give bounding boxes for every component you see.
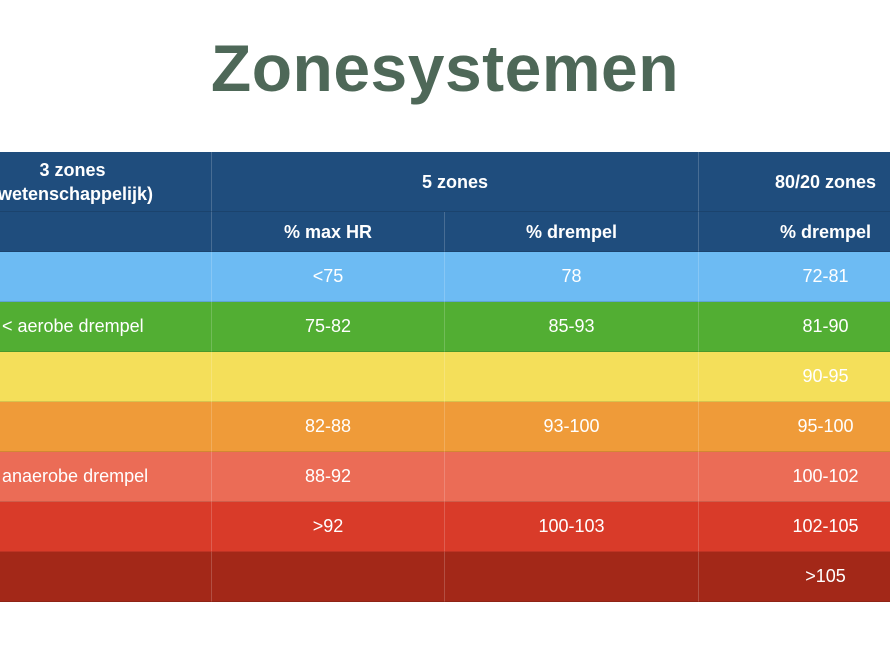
- table-cell: [445, 552, 699, 602]
- table-cell: [0, 502, 212, 552]
- subheader: % drempel: [445, 212, 699, 252]
- table-cell: 100-103: [445, 502, 699, 552]
- table-cell: 90-95: [699, 352, 890, 402]
- header-line: 80/20 zones: [774, 171, 877, 192]
- subheader: [0, 212, 212, 252]
- table-cell: >92: [212, 502, 445, 552]
- header-line: 5 zones: [421, 171, 489, 192]
- group-header: 3 zones (wetenschappelijk): [0, 152, 212, 212]
- header-line: 3 zones: [39, 159, 106, 180]
- table-cell: < aerobe drempel: [0, 302, 212, 352]
- table-cell: 102-105: [699, 502, 890, 552]
- table-cell: anaerobe drempel: [0, 452, 212, 502]
- table-cell: [212, 352, 445, 402]
- table-cell: [0, 402, 212, 452]
- table-cell: [0, 352, 212, 402]
- table-cell: 81-90: [699, 302, 890, 352]
- header-line: (wetenschappelijk): [0, 183, 154, 204]
- table-cell: 88-92: [212, 452, 445, 502]
- table-cell: 75-82: [212, 302, 445, 352]
- table-cell: [0, 252, 212, 302]
- table-cell: 78: [445, 252, 699, 302]
- table-cell: 95-100: [699, 402, 890, 452]
- table-cell: [0, 552, 212, 602]
- table-cell: [445, 352, 699, 402]
- title: Zonesystemen: [210, 31, 680, 105]
- table-cell: <75: [212, 252, 445, 302]
- table-cell: [445, 452, 699, 502]
- table-cell: 82-88: [212, 402, 445, 452]
- group-header: 80/20 zones: [699, 152, 890, 212]
- table-cell: >105: [699, 552, 890, 602]
- table-cell: 93-100: [445, 402, 699, 452]
- zone-table: 3 zones (wetenschappelijk) 5 zones 80/20 zo…: [0, 152, 890, 604]
- table-cell: 100-102: [699, 452, 890, 502]
- table-cell: 85-93: [445, 302, 699, 352]
- subheader: % drempel: [699, 212, 890, 252]
- group-header: 5 zones: [212, 152, 699, 212]
- subheader: % max HR: [212, 212, 445, 252]
- table-cell: 72-81: [699, 252, 890, 302]
- table-cell: [212, 552, 445, 602]
